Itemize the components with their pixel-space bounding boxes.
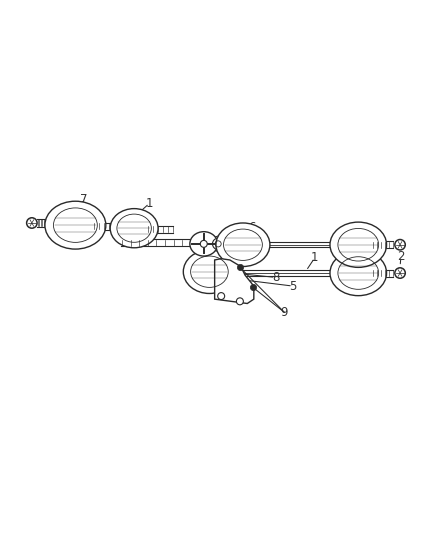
Ellipse shape xyxy=(110,208,158,248)
FancyBboxPatch shape xyxy=(147,225,173,232)
Circle shape xyxy=(212,238,224,249)
Text: 8: 8 xyxy=(272,271,279,284)
Circle shape xyxy=(27,218,37,228)
Ellipse shape xyxy=(216,223,270,266)
Ellipse shape xyxy=(45,201,106,249)
FancyBboxPatch shape xyxy=(372,270,393,277)
Circle shape xyxy=(395,268,405,278)
Circle shape xyxy=(395,239,405,250)
Text: 7: 7 xyxy=(80,192,88,206)
Text: 6: 6 xyxy=(248,221,255,234)
FancyBboxPatch shape xyxy=(37,219,45,227)
Circle shape xyxy=(200,240,207,247)
Polygon shape xyxy=(215,259,254,303)
Ellipse shape xyxy=(190,232,218,256)
Ellipse shape xyxy=(330,251,387,296)
FancyBboxPatch shape xyxy=(121,239,195,246)
Text: 2: 2 xyxy=(397,251,405,263)
Text: 1: 1 xyxy=(145,197,153,210)
Text: 4: 4 xyxy=(148,223,155,236)
FancyBboxPatch shape xyxy=(257,242,347,247)
Text: 3: 3 xyxy=(228,224,236,237)
FancyBboxPatch shape xyxy=(93,223,125,230)
Text: 9: 9 xyxy=(280,306,288,319)
Ellipse shape xyxy=(330,222,387,268)
Ellipse shape xyxy=(184,250,236,294)
Circle shape xyxy=(218,293,225,300)
FancyBboxPatch shape xyxy=(223,270,347,276)
Text: 1: 1 xyxy=(311,251,318,264)
Circle shape xyxy=(237,298,244,305)
FancyBboxPatch shape xyxy=(372,241,393,248)
Text: 5: 5 xyxy=(290,280,297,293)
